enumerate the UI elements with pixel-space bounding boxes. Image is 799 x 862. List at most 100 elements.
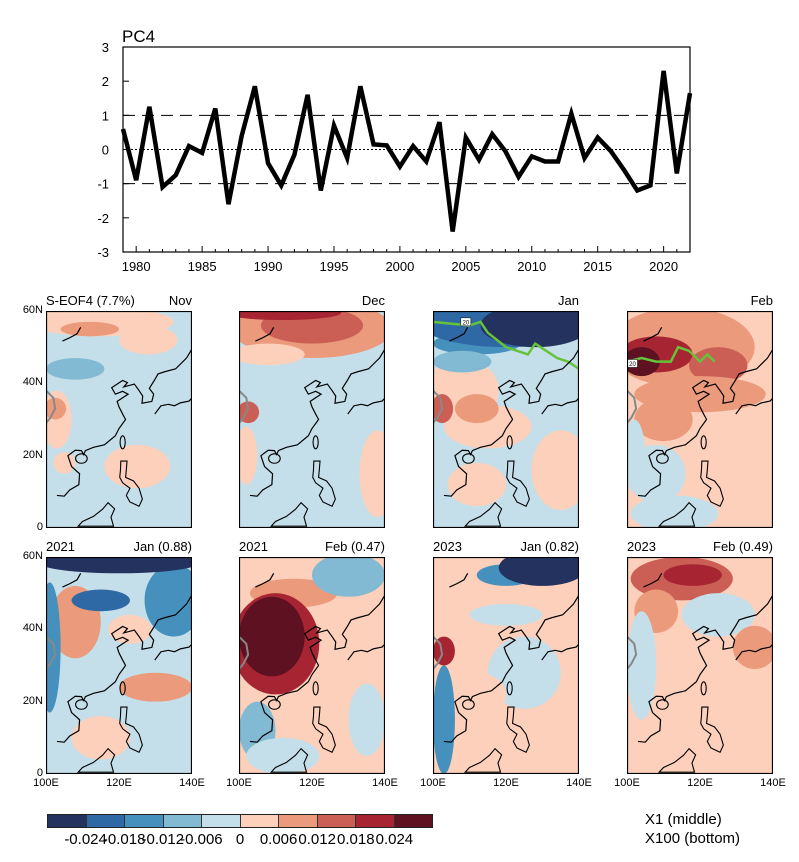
x-tick-label: 2020 bbox=[649, 259, 678, 274]
lon-tick-label: 140E bbox=[760, 777, 786, 789]
coastline bbox=[249, 348, 385, 497]
colorbar-note-bottom: X100 (bottom) bbox=[645, 830, 741, 847]
anomaly-region bbox=[433, 636, 455, 666]
map-panel: 20 Feb bbox=[627, 293, 773, 528]
panel-label-right: Jan bbox=[558, 293, 579, 308]
coastline bbox=[735, 634, 773, 661]
anomaly-region bbox=[246, 737, 320, 774]
contour-label: 20 bbox=[629, 362, 636, 368]
coastline bbox=[154, 388, 192, 415]
panel-label-right: Dec bbox=[361, 293, 385, 308]
island-outline bbox=[312, 460, 336, 508]
plateau-contour bbox=[46, 635, 57, 670]
panel-label-right: Feb (0.49) bbox=[713, 539, 773, 554]
panel-label-left: S-EOF4 (7.7%) bbox=[46, 293, 135, 308]
anomaly-region bbox=[454, 394, 499, 424]
colorbar-swatch bbox=[317, 815, 356, 827]
contour-line bbox=[433, 320, 579, 370]
map-frame bbox=[46, 557, 192, 774]
coastline bbox=[541, 634, 579, 661]
coastline bbox=[62, 572, 82, 588]
lat-tick-label: 20N bbox=[22, 448, 43, 461]
lon-tick-label: 140E bbox=[372, 777, 398, 789]
panel-label-right: Feb (0.47) bbox=[325, 539, 385, 554]
colorbar-swatch bbox=[202, 815, 241, 827]
anomaly-region bbox=[732, 625, 773, 670]
coastline bbox=[643, 572, 663, 588]
island-outline bbox=[462, 699, 475, 710]
coastline bbox=[255, 572, 275, 588]
island-outline bbox=[119, 681, 126, 696]
x-tick-label: 2010 bbox=[517, 259, 546, 274]
panel-label-right: Nov bbox=[168, 293, 192, 308]
map-frame bbox=[433, 311, 579, 528]
anomaly-region bbox=[119, 672, 192, 702]
island-outline bbox=[700, 706, 724, 754]
colorbar-label: -0.006 bbox=[180, 831, 223, 848]
island-outline bbox=[656, 699, 669, 710]
map-frame bbox=[46, 311, 192, 528]
panel-label-left: 2023 bbox=[627, 539, 656, 554]
anomaly-region bbox=[627, 347, 660, 377]
colorbar-swatch bbox=[240, 815, 279, 827]
x-tick-label: 2005 bbox=[451, 259, 480, 274]
anomaly-region bbox=[663, 564, 722, 586]
island-outline bbox=[76, 747, 116, 773]
island-outline bbox=[700, 681, 707, 696]
lon-tick-label: 120E bbox=[687, 777, 713, 789]
island-outline bbox=[657, 501, 697, 527]
anomaly-region bbox=[498, 557, 579, 586]
map-panel: 2023 Feb (0.49) bbox=[627, 539, 773, 774]
anomaly-region bbox=[71, 716, 130, 760]
map-panel: 2021 Feb (0.47) bbox=[239, 539, 385, 774]
island-outline bbox=[506, 460, 530, 508]
coastline bbox=[443, 348, 579, 497]
colorbar-swatch bbox=[394, 815, 432, 827]
colorbar-swatch bbox=[279, 815, 318, 827]
map-frame bbox=[627, 311, 773, 528]
x-tick-label: 1990 bbox=[254, 259, 283, 274]
x-tick-label: 1980 bbox=[122, 259, 151, 274]
y-tick-label: 1 bbox=[102, 108, 109, 123]
island-outline bbox=[75, 699, 88, 710]
y-tick-label: 3 bbox=[102, 40, 109, 55]
island-outline bbox=[506, 435, 513, 450]
coastline bbox=[255, 326, 275, 342]
island-outline bbox=[506, 706, 530, 754]
anomaly-region bbox=[119, 325, 178, 355]
pc4-series-line bbox=[120, 70, 693, 232]
panel-label-left: 2021 bbox=[239, 539, 268, 554]
anomaly-region bbox=[53, 452, 76, 474]
coastline bbox=[62, 326, 82, 342]
island-outline bbox=[269, 501, 309, 527]
lat-tick-label: 40N bbox=[22, 376, 43, 389]
plateau-contour bbox=[433, 389, 444, 424]
map-panel: 2021 Jan (0.88) bbox=[46, 539, 192, 774]
lat-tick-label: 0 bbox=[36, 521, 43, 533]
anomaly-region bbox=[627, 419, 646, 492]
coastline bbox=[449, 326, 469, 342]
plateau-contour bbox=[627, 389, 638, 424]
colorbar-label: 0.012 bbox=[298, 831, 336, 848]
anomaly-region bbox=[359, 430, 385, 518]
map-frame bbox=[433, 557, 579, 774]
x-tick-label: 1985 bbox=[188, 259, 217, 274]
anomaly-region bbox=[239, 596, 305, 677]
map-panel: 20 Jan bbox=[433, 293, 579, 528]
island-outline bbox=[268, 699, 281, 710]
anomaly-region bbox=[656, 708, 744, 767]
colorbar-label: -0.024 bbox=[64, 831, 107, 848]
lon-tick-label: 100E bbox=[420, 777, 446, 789]
colorbar-label: 0.006 bbox=[259, 831, 298, 848]
island-outline bbox=[119, 435, 126, 450]
plateau-contour bbox=[433, 635, 444, 670]
coastline bbox=[249, 594, 385, 743]
colorbar bbox=[47, 814, 433, 828]
colorbar-label: -0.012 bbox=[141, 831, 185, 848]
island-outline bbox=[657, 747, 697, 773]
anomaly-region bbox=[239, 426, 258, 485]
panel-label-right: Jan (0.82) bbox=[520, 539, 579, 554]
panel-label-left: 2021 bbox=[46, 539, 75, 554]
anomaly-region bbox=[312, 557, 385, 597]
anomaly-region bbox=[689, 347, 748, 384]
